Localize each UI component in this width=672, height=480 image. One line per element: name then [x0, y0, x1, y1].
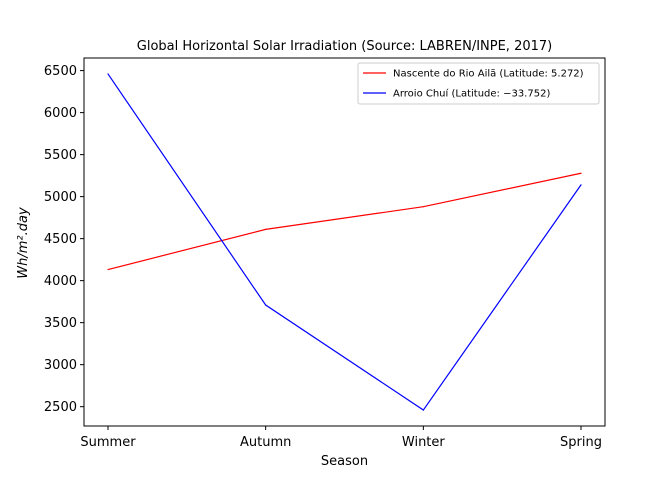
data-point: [107, 73, 109, 75]
y-tick-label: 5000: [44, 190, 77, 205]
y-axis-title: Wh/m².day: [16, 207, 31, 279]
y-tick-label: 4500: [44, 232, 77, 247]
y-tick-label: 6500: [44, 64, 77, 79]
x-tick-label: Spring: [560, 435, 602, 450]
legend: Nascente do Rio Ailã (Latitude: 5.272) Ar…: [357, 62, 600, 105]
series-line-1: [107, 172, 582, 271]
legend-label: Nascente do Rio Ailã (Latitude: 5.272): [393, 69, 584, 80]
x-axis-ticks: Summer Autumn Winter Spring: [80, 426, 602, 450]
legend-label: Arroio Chuí (Latitude: −33.752): [393, 88, 550, 100]
y-tick-label: 4000: [44, 274, 77, 289]
data-point: [265, 228, 267, 230]
data-point: [422, 206, 424, 208]
data-point: [107, 268, 109, 271]
y-tick-label: 3500: [44, 316, 77, 331]
y-tick-label: 3000: [44, 358, 77, 373]
data-point: [265, 304, 267, 306]
y-axis-ticks: 2500 3000 3500 4000 4500 5000 5500 6000 6500: [44, 64, 84, 415]
x-axis-title: Season: [321, 454, 368, 469]
x-tick-label: Winter: [402, 435, 446, 450]
y-tick-label: 6000: [44, 106, 77, 121]
data-point: [580, 184, 582, 186]
series-lines: [107, 73, 582, 411]
series-line-2: [107, 73, 582, 411]
chart-title: Global Horizontal Solar Irradiation (Sou…: [137, 39, 552, 54]
legend-frame: [357, 62, 600, 105]
y-tick-label: 5500: [44, 148, 77, 163]
x-tick-label: Autumn: [240, 435, 291, 450]
y-tick-label: 2500: [44, 400, 77, 415]
data-point: [422, 409, 424, 411]
x-tick-label: Summer: [80, 435, 136, 450]
data-point: [580, 172, 582, 174]
plot-area: [83, 57, 606, 427]
